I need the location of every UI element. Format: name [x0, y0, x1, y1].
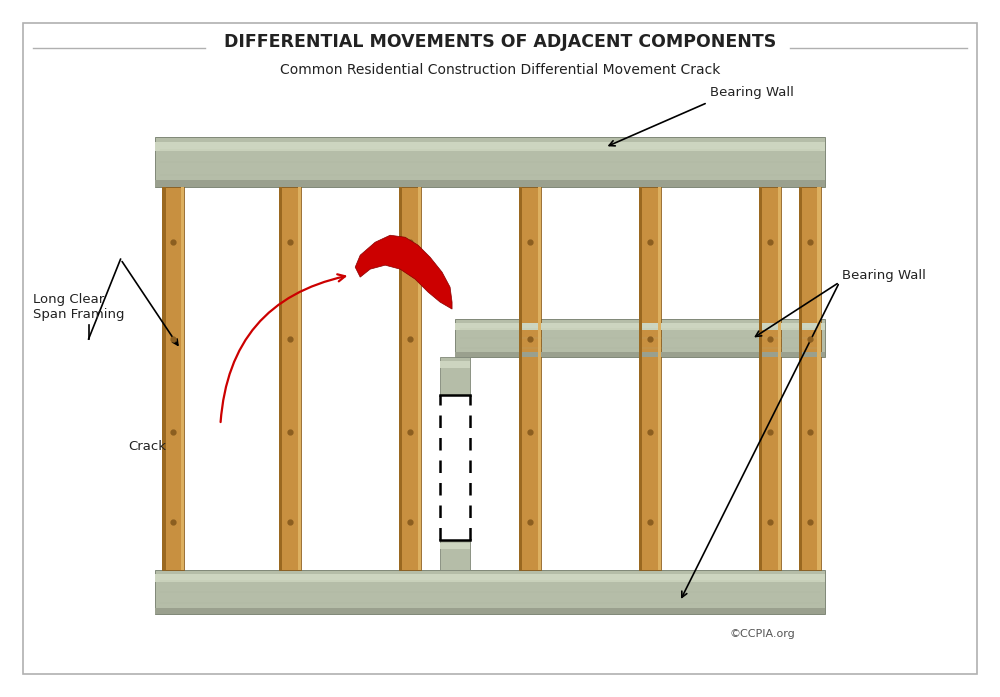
- Bar: [759, 187, 781, 569]
- Bar: [279, 187, 301, 569]
- Bar: [298, 187, 301, 569]
- Bar: [538, 187, 541, 569]
- Bar: [399, 187, 402, 569]
- Text: ©CCPIA.org: ©CCPIA.org: [730, 629, 795, 639]
- Bar: [440, 357, 470, 395]
- Bar: [162, 187, 184, 569]
- Bar: [658, 187, 661, 569]
- Bar: [162, 187, 166, 569]
- Bar: [440, 542, 470, 549]
- Bar: [155, 608, 825, 615]
- Bar: [639, 187, 661, 569]
- Text: DIFFERENTIAL MOVEMENTS OF ADJACENT COMPONENTS: DIFFERENTIAL MOVEMENTS OF ADJACENT COMPO…: [224, 33, 776, 51]
- Bar: [155, 142, 825, 151]
- Bar: [279, 187, 282, 569]
- Polygon shape: [355, 235, 452, 309]
- Bar: [155, 574, 825, 582]
- Bar: [399, 187, 421, 569]
- Bar: [155, 137, 825, 187]
- Bar: [519, 187, 522, 569]
- Bar: [440, 539, 470, 569]
- Text: Long Clear
Span Framing: Long Clear Span Framing: [33, 293, 124, 321]
- Bar: [799, 187, 821, 569]
- Bar: [455, 323, 825, 330]
- Bar: [455, 352, 825, 357]
- Bar: [155, 181, 825, 187]
- Bar: [817, 187, 821, 569]
- Bar: [799, 187, 802, 569]
- Text: Bearing Wall: Bearing Wall: [710, 86, 794, 99]
- FancyArrowPatch shape: [221, 275, 345, 422]
- Bar: [181, 187, 184, 569]
- Bar: [418, 187, 421, 569]
- Bar: [759, 187, 762, 569]
- Bar: [639, 187, 642, 569]
- Bar: [455, 319, 825, 357]
- Bar: [778, 187, 781, 569]
- Text: Crack: Crack: [129, 441, 167, 453]
- Bar: [155, 569, 825, 615]
- Text: Bearing Wall: Bearing Wall: [842, 268, 925, 282]
- Bar: [519, 187, 541, 569]
- Bar: [440, 361, 470, 368]
- Text: Common Residential Construction Differential Movement Crack: Common Residential Construction Differen…: [280, 63, 720, 77]
